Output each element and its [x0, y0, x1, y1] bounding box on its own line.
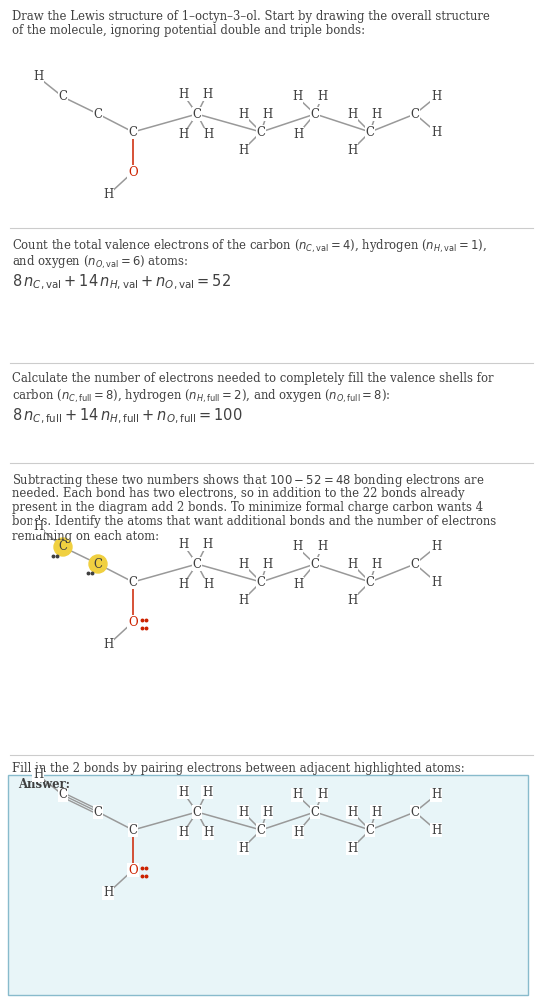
Text: C: C — [193, 558, 201, 570]
Text: H: H — [293, 127, 303, 140]
Text: H: H — [103, 188, 113, 202]
Text: H: H — [238, 107, 248, 120]
Text: H: H — [202, 538, 212, 550]
Text: C: C — [59, 788, 67, 802]
Text: H: H — [431, 125, 441, 138]
Text: C: C — [129, 125, 137, 138]
Text: bonds. Identify the atoms that want additional bonds and the number of electrons: bonds. Identify the atoms that want addi… — [12, 516, 496, 528]
Text: H: H — [103, 886, 113, 900]
Text: H: H — [202, 88, 212, 101]
Text: H: H — [347, 558, 357, 570]
Text: Subtracting these two numbers shows that $100 - 52 = 48$ bonding electrons are: Subtracting these two numbers shows that… — [12, 472, 484, 489]
Text: and oxygen ($n_{O,\mathrm{val}} = 6$) atoms:: and oxygen ($n_{O,\mathrm{val}} = 6$) at… — [12, 254, 188, 271]
Text: C: C — [129, 824, 137, 836]
Circle shape — [89, 555, 107, 573]
Text: Calculate the number of electrons needed to completely fill the valence shells f: Calculate the number of electrons needed… — [12, 372, 494, 385]
Text: present in the diagram add 2 bonds. To minimize formal charge carbon wants 4: present in the diagram add 2 bonds. To m… — [12, 501, 483, 514]
Text: C: C — [411, 107, 420, 120]
Text: C: C — [311, 107, 319, 120]
Text: H: H — [347, 806, 357, 818]
Text: Draw the Lewis structure of 1–octyn–3–ol. Start by drawing the overall structure: Draw the Lewis structure of 1–octyn–3–ol… — [12, 10, 490, 23]
Text: H: H — [262, 107, 272, 120]
Text: C: C — [365, 576, 375, 588]
Text: H: H — [371, 558, 381, 570]
Text: C: C — [193, 107, 201, 120]
Text: H: H — [203, 128, 213, 141]
Text: H: H — [347, 593, 357, 606]
Text: H: H — [317, 540, 327, 554]
Text: carbon ($n_{C,\mathrm{full}} = 8$), hydrogen ($n_{H,\mathrm{full}} = 2$), and ox: carbon ($n_{C,\mathrm{full}} = 8$), hydr… — [12, 388, 390, 405]
Text: H: H — [292, 540, 302, 554]
Text: H: H — [238, 593, 248, 606]
Text: H: H — [33, 768, 43, 782]
Text: H: H — [238, 143, 248, 156]
Text: H: H — [431, 788, 441, 802]
Text: H: H — [431, 91, 441, 104]
Text: H: H — [371, 806, 381, 818]
Text: C: C — [411, 806, 420, 818]
Text: H: H — [262, 806, 272, 818]
Text: H: H — [292, 788, 302, 802]
FancyBboxPatch shape — [8, 775, 528, 995]
Text: C: C — [311, 558, 319, 570]
Text: H: H — [178, 88, 188, 101]
Text: H: H — [103, 639, 113, 652]
Text: C: C — [93, 806, 103, 818]
Circle shape — [54, 538, 72, 556]
Text: C: C — [365, 125, 375, 138]
Text: H: H — [202, 786, 212, 798]
Text: C: C — [193, 806, 201, 818]
Text: needed. Each bond has two electrons, so in addition to the 22 bonds already: needed. Each bond has two electrons, so … — [12, 487, 465, 499]
Text: Fill in the 2 bonds by pairing electrons between adjacent highlighted atoms:: Fill in the 2 bonds by pairing electrons… — [12, 762, 465, 775]
Text: H: H — [178, 786, 188, 798]
Text: remaining on each atom:: remaining on each atom: — [12, 530, 159, 543]
Text: H: H — [431, 576, 441, 588]
Text: H: H — [347, 842, 357, 854]
Text: H: H — [293, 578, 303, 590]
Text: C: C — [59, 540, 67, 554]
Text: H: H — [33, 520, 43, 534]
Text: O: O — [128, 165, 138, 178]
Text: H: H — [203, 826, 213, 840]
Text: O: O — [128, 863, 138, 876]
Text: C: C — [93, 107, 103, 120]
Text: H: H — [262, 558, 272, 570]
Text: H: H — [347, 107, 357, 120]
Text: H: H — [347, 143, 357, 156]
Text: Answer:: Answer: — [18, 778, 70, 791]
Text: H: H — [371, 107, 381, 120]
Text: $8\,n_{C,\mathrm{full}} + 14\,n_{H,\mathrm{full}} + n_{O,\mathrm{full}} = 100$: $8\,n_{C,\mathrm{full}} + 14\,n_{H,\math… — [12, 407, 243, 426]
Text: C: C — [256, 824, 266, 836]
Text: C: C — [256, 125, 266, 138]
Text: H: H — [317, 91, 327, 104]
Text: C: C — [365, 824, 375, 836]
Text: C: C — [59, 91, 67, 104]
Text: H: H — [203, 578, 213, 591]
Text: C: C — [129, 576, 137, 588]
Text: H: H — [178, 128, 188, 141]
Text: H: H — [178, 538, 188, 550]
Text: Count the total valence electrons of the carbon ($n_{C,\mathrm{val}} = 4$), hydr: Count the total valence electrons of the… — [12, 238, 487, 255]
Text: of the molecule, ignoring potential double and triple bonds:: of the molecule, ignoring potential doub… — [12, 24, 365, 37]
Text: C: C — [411, 558, 420, 570]
Text: H: H — [317, 788, 327, 802]
Text: H: H — [178, 578, 188, 591]
Text: H: H — [238, 806, 248, 818]
Text: H: H — [431, 824, 441, 836]
Text: $8\,n_{C,\mathrm{val}} + 14\,n_{H,\mathrm{val}} + n_{O,\mathrm{val}} = 52$: $8\,n_{C,\mathrm{val}} + 14\,n_{H,\mathr… — [12, 273, 231, 292]
Text: H: H — [238, 558, 248, 570]
Text: C: C — [311, 806, 319, 818]
Text: H: H — [293, 826, 303, 838]
Text: C: C — [256, 576, 266, 588]
Text: H: H — [178, 826, 188, 840]
Text: O: O — [128, 615, 138, 629]
Text: H: H — [238, 842, 248, 854]
Text: C: C — [93, 558, 103, 570]
Text: H: H — [33, 70, 43, 84]
Text: H: H — [292, 91, 302, 104]
Text: H: H — [431, 540, 441, 554]
